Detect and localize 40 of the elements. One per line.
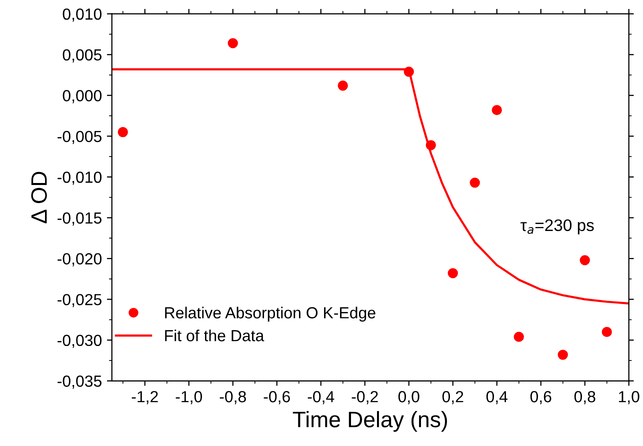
point	[492, 104, 502, 116]
x-tick-label: -1,2	[132, 391, 158, 404]
y-tick-label: -0,025	[58, 294, 102, 308]
y-tick-label: 0,010	[62, 8, 102, 22]
y-tick-label: -0,005	[58, 130, 102, 144]
x-tick-label: -0,8	[220, 391, 246, 404]
line-series	[112, 68, 629, 304]
x-tick-label: 0,8	[574, 391, 596, 404]
x-tick-label: 1,0	[618, 391, 640, 404]
point	[602, 326, 612, 338]
x-tick-label: 0,0	[398, 391, 420, 404]
point	[470, 178, 480, 188]
x-tick-label: -0,2	[352, 391, 378, 404]
point	[580, 255, 590, 266]
x-tick-label: 0,2	[442, 391, 464, 404]
y-tick-label: 0,005	[62, 49, 102, 62]
point	[228, 38, 238, 48]
point	[514, 332, 524, 342]
y-tick-label: 0,000	[62, 90, 102, 104]
y-tick-label: -0,030	[58, 334, 102, 348]
x-tick-label: 0,4	[486, 391, 508, 404]
point	[558, 350, 568, 360]
x-tick-label: -1,0	[176, 391, 202, 404]
point	[118, 127, 128, 138]
point	[404, 66, 414, 77]
x-tick-label: -0,4	[308, 391, 334, 404]
y-tick-label: -0,015	[58, 212, 102, 226]
point	[338, 80, 348, 91]
x-tick-label: 0,6	[530, 391, 552, 404]
x-axis-title: Time Delay (ns)	[292, 411, 447, 432]
y-tick-label: -0,020	[58, 253, 102, 266]
y-tick-label: -0,010	[58, 172, 102, 185]
legend-label: Fit of the Data	[165, 330, 264, 342]
y-axis-title: Δ OD	[31, 172, 47, 224]
legend-label: Relative Absorption O K-Edge	[165, 306, 376, 322]
point	[426, 140, 436, 150]
annotation: τ$_{a}$=230 ps	[520, 219, 594, 234]
y-tick-label: -0,035	[58, 376, 102, 389]
x-tick-label: -0,6	[264, 391, 290, 404]
point	[448, 268, 458, 278]
